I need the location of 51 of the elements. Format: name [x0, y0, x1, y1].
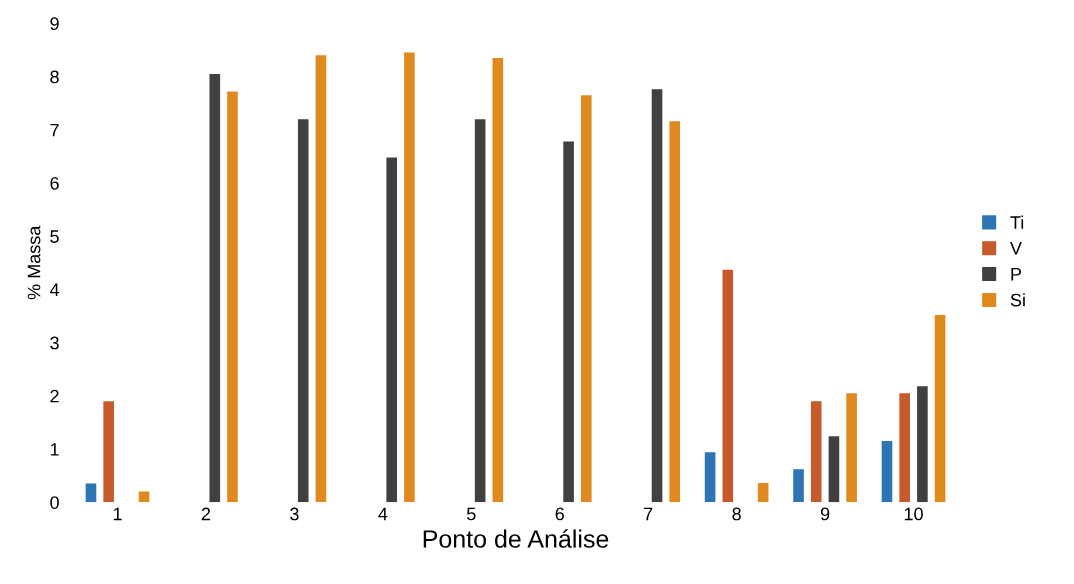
y-tick-label: 8	[50, 70, 59, 84]
legend-label: Si	[1010, 293, 1025, 307]
bar	[793, 469, 804, 503]
bar	[580, 95, 592, 503]
legend-label: P	[1011, 267, 1022, 281]
x-tick-label: 6	[555, 507, 564, 521]
x-tick-label: 5	[467, 507, 476, 521]
y-tick-label: 0	[50, 496, 59, 509]
y-tick-label: 7	[50, 123, 59, 137]
bar	[899, 393, 910, 503]
bar	[934, 314, 946, 503]
bar	[297, 119, 309, 503]
bar	[810, 401, 822, 503]
y-tick-label: 1	[50, 443, 59, 456]
y-tick-label: 6	[50, 176, 59, 190]
y-tick-label: 5	[50, 230, 59, 243]
bar	[386, 157, 397, 503]
bar	[492, 57, 504, 503]
y-tick-label: 4	[49, 283, 60, 296]
bar	[828, 436, 840, 503]
bar	[315, 55, 327, 503]
bar	[474, 119, 486, 503]
bar	[757, 483, 769, 503]
bar	[651, 89, 663, 503]
bar	[669, 121, 681, 503]
x-tick-label: 10	[904, 507, 923, 521]
bar	[704, 452, 716, 503]
y-tick-label: 3	[50, 336, 59, 350]
x-tick-label: 2	[201, 507, 211, 521]
x-tick-label: 7	[644, 507, 653, 521]
bar	[722, 269, 734, 503]
bar	[227, 91, 238, 503]
legend-label: Ti	[1010, 215, 1024, 229]
x-tick-label: 3	[290, 507, 299, 521]
bar	[563, 141, 574, 503]
x-tick-label: 9	[820, 507, 830, 521]
x-tick-label: 8	[732, 507, 741, 521]
bar	[85, 483, 97, 503]
bar	[846, 393, 857, 503]
x-tick-label: 1	[113, 507, 122, 521]
x-tick-label: 4	[378, 507, 388, 521]
x-axis-title: Ponto de Análise	[423, 529, 609, 548]
bar	[209, 73, 221, 503]
bar	[103, 401, 114, 503]
y-tick-label: 9	[50, 17, 59, 31]
y-tick-label: 2	[50, 389, 59, 403]
y-axis-title: % Massa	[27, 225, 41, 300]
legend-label: V	[1010, 242, 1022, 255]
bar	[404, 52, 415, 503]
bar	[917, 386, 928, 503]
bar	[881, 441, 893, 503]
